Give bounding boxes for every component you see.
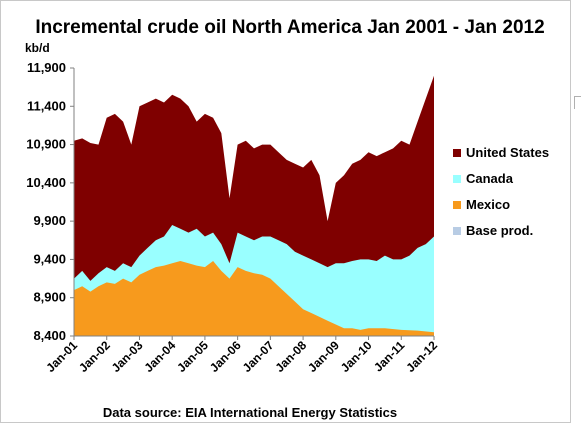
legend-label: Canada [466,171,514,186]
x-tick-label: Jan-10 [338,338,375,375]
legend-swatch [453,227,461,235]
x-tick-label: Jan-04 [142,338,179,375]
x-axis: Jan-01Jan-02Jan-03Jan-04Jan-05Jan-06Jan-… [43,336,440,375]
x-tick-label: Jan-05 [174,338,211,375]
window-edge-mark [574,96,581,109]
y-tick-label: 9,900 [33,213,66,228]
data-source-note: Data source: EIA International Energy St… [103,405,397,420]
area-mexico [74,261,434,336]
x-tick-label: Jan-09 [305,338,342,375]
legend-swatch [453,175,461,183]
y-tick-label: 10,900 [26,137,66,152]
x-tick-label: Jan-11 [371,338,408,375]
y-tick-label: 11,900 [27,60,66,75]
y-tick-label: 8,400 [33,328,66,343]
y-tick-label: 9,400 [33,251,66,266]
x-tick-label: Jan-03 [109,338,146,375]
x-tick-label: Jan-06 [207,338,244,375]
x-tick-label: Jan-08 [272,338,309,375]
legend-label: Mexico [466,197,510,212]
y-axis: 8,400 8,900 9,400 9,900 10,400 10,900 11,400 11… [26,60,74,343]
chart-title: Incremental crude oil North America Jan … [35,17,544,38]
legend-label: United States [466,145,549,160]
legend-label: Base prod. [466,223,533,238]
x-tick-label: Jan-02 [76,338,113,375]
y-axis-unit: kb/d [25,41,50,55]
y-tick-label: 10,400 [26,175,66,190]
legend-swatch [453,149,461,157]
x-tick-label: Jan-01 [43,338,80,375]
legend: United States Canada Mexico Base prod. [453,145,549,238]
y-tick-label: 11,400 [27,98,66,113]
y-tick-label: 8,900 [33,290,66,305]
plot-area [73,68,434,337]
x-tick-label: Jan-07 [240,338,277,375]
legend-swatch [453,201,461,209]
x-tick-label: Jan-12 [403,338,440,375]
